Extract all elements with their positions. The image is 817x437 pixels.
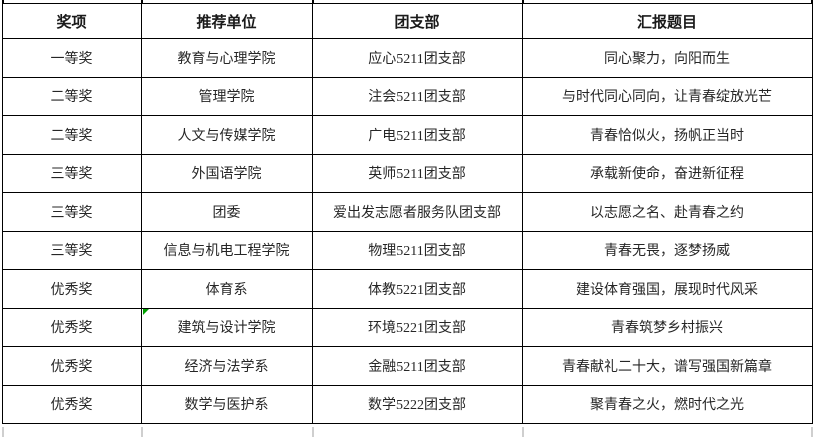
- table-row: 三等奖 团委 爱出发志愿者服务队团支部 以志愿之名、赴青春之约: [1, 192, 813, 232]
- cell-unit[interactable]: 建筑与设计学院: [140, 307, 313, 347]
- table-row: 三等奖 外国语学院 英师5211团支部 承载新使命，奋进新征程: [1, 153, 813, 193]
- cell-unit-text: 建筑与设计学院: [177, 321, 276, 337]
- table-row: 优秀奖 体育系 体教5221团支部 建设体育强国，展现时代风采: [1, 269, 813, 309]
- cell-branch[interactable]: 物理5211团支部: [311, 230, 523, 270]
- cell-title[interactable]: 以志愿之名、赴青春之约: [521, 192, 813, 232]
- table-row: 三等奖 信息与机电工程学院 物理5211团支部 青春无畏，逐梦扬威: [1, 230, 813, 270]
- header-cell-award[interactable]: 奖项: [1, 3, 142, 39]
- table-row: 一等奖 教育与心理学院 应心5211团支部 同心聚力，向阳而生: [1, 38, 813, 78]
- cell-unit[interactable]: 人文与传媒学院: [140, 115, 313, 155]
- cell-branch[interactable]: 数学5222团支部: [311, 384, 523, 424]
- header-row: 奖项 推荐单位 团支部 汇报题目: [1, 3, 813, 39]
- cell-branch[interactable]: 英师5211团支部: [311, 153, 523, 193]
- bottom-gridline-stub: [2, 427, 4, 437]
- cell-branch[interactable]: 应心5211团支部: [311, 38, 523, 78]
- cell-branch[interactable]: 体教5221团支部: [311, 269, 523, 309]
- cell-title[interactable]: 青春筑梦乡村振兴: [521, 307, 813, 347]
- cell-award[interactable]: 二等奖: [1, 76, 142, 116]
- cell-title[interactable]: 同心聚力，向阳而生: [521, 38, 813, 78]
- bottom-gridline-stub: [522, 427, 524, 437]
- cell-title[interactable]: 青春无畏，逐梦扬威: [521, 230, 813, 270]
- bottom-gridline-stub: [312, 427, 314, 437]
- cell-title[interactable]: 聚青春之火，燃时代之光: [521, 384, 813, 424]
- cell-award[interactable]: 优秀奖: [1, 384, 142, 424]
- cell-unit[interactable]: 经济与法学系: [140, 346, 313, 386]
- cell-unit[interactable]: 团委: [140, 192, 313, 232]
- top-border-stub: [2, 0, 4, 4]
- cell-title[interactable]: 建设体育强国，展现时代风采: [521, 269, 813, 309]
- cell-award[interactable]: 优秀奖: [1, 346, 142, 386]
- cell-unit[interactable]: 教育与心理学院: [140, 38, 313, 78]
- cell-unit[interactable]: 数学与医护系: [140, 384, 313, 424]
- cell-award[interactable]: 三等奖: [1, 192, 142, 232]
- cell-title[interactable]: 青春恰似火，扬帆正当时: [521, 115, 813, 155]
- cell-branch[interactable]: 环境5221团支部: [311, 307, 523, 347]
- cell-unit[interactable]: 管理学院: [140, 76, 313, 116]
- cell-branch[interactable]: 金融5211团支部: [311, 346, 523, 386]
- table-row: 二等奖 人文与传媒学院 广电5211团支部 青春恰似火，扬帆正当时: [1, 115, 813, 155]
- header-cell-title[interactable]: 汇报题目: [521, 3, 813, 39]
- cell-branch[interactable]: 注会5211团支部: [311, 76, 523, 116]
- cell-award[interactable]: 优秀奖: [1, 307, 142, 347]
- cell-award[interactable]: 二等奖: [1, 115, 142, 155]
- cell-award[interactable]: 优秀奖: [1, 269, 142, 309]
- cell-branch[interactable]: 爱出发志愿者服务队团支部: [311, 192, 523, 232]
- header-cell-branch[interactable]: 团支部: [311, 3, 523, 39]
- bottom-gridline-stub: [811, 427, 813, 437]
- bottom-gridline-stub: [141, 427, 143, 437]
- cell-branch[interactable]: 广电5211团支部: [311, 115, 523, 155]
- cell-award[interactable]: 一等奖: [1, 38, 142, 78]
- table-row: 优秀奖 经济与法学系 金融5211团支部 青春献礼二十大，谱写强国新篇章: [1, 346, 813, 386]
- cell-error-indicator-icon: [142, 308, 149, 315]
- top-border-stub: [811, 0, 813, 4]
- table-row: 二等奖 管理学院 注会5211团支部 与时代同心同向，让青春绽放光芒: [1, 76, 813, 116]
- header-cell-unit[interactable]: 推荐单位: [140, 3, 313, 39]
- cell-award[interactable]: 三等奖: [1, 230, 142, 270]
- top-border-stub: [312, 0, 314, 4]
- table-row: 优秀奖 数学与医护系 数学5222团支部 聚青春之火，燃时代之光: [1, 384, 813, 424]
- cell-title[interactable]: 与时代同心同向，让青春绽放光芒: [521, 76, 813, 116]
- table-row: 优秀奖 建筑与设计学院 环境5221团支部 青春筑梦乡村振兴: [1, 307, 813, 347]
- cell-unit[interactable]: 外国语学院: [140, 153, 313, 193]
- cell-title[interactable]: 青春献礼二十大，谱写强国新篇章: [521, 346, 813, 386]
- top-border-stub: [522, 0, 524, 4]
- cell-unit[interactable]: 信息与机电工程学院: [140, 230, 313, 270]
- top-border-stub: [141, 0, 143, 4]
- cell-title[interactable]: 承载新使命，奋进新征程: [521, 153, 813, 193]
- cell-award[interactable]: 三等奖: [1, 153, 142, 193]
- cell-unit[interactable]: 体育系: [140, 269, 313, 309]
- award-table: 奖项 推荐单位 团支部 汇报题目 一等奖 教育与心理学院 应心5211团支部 同…: [1, 3, 813, 424]
